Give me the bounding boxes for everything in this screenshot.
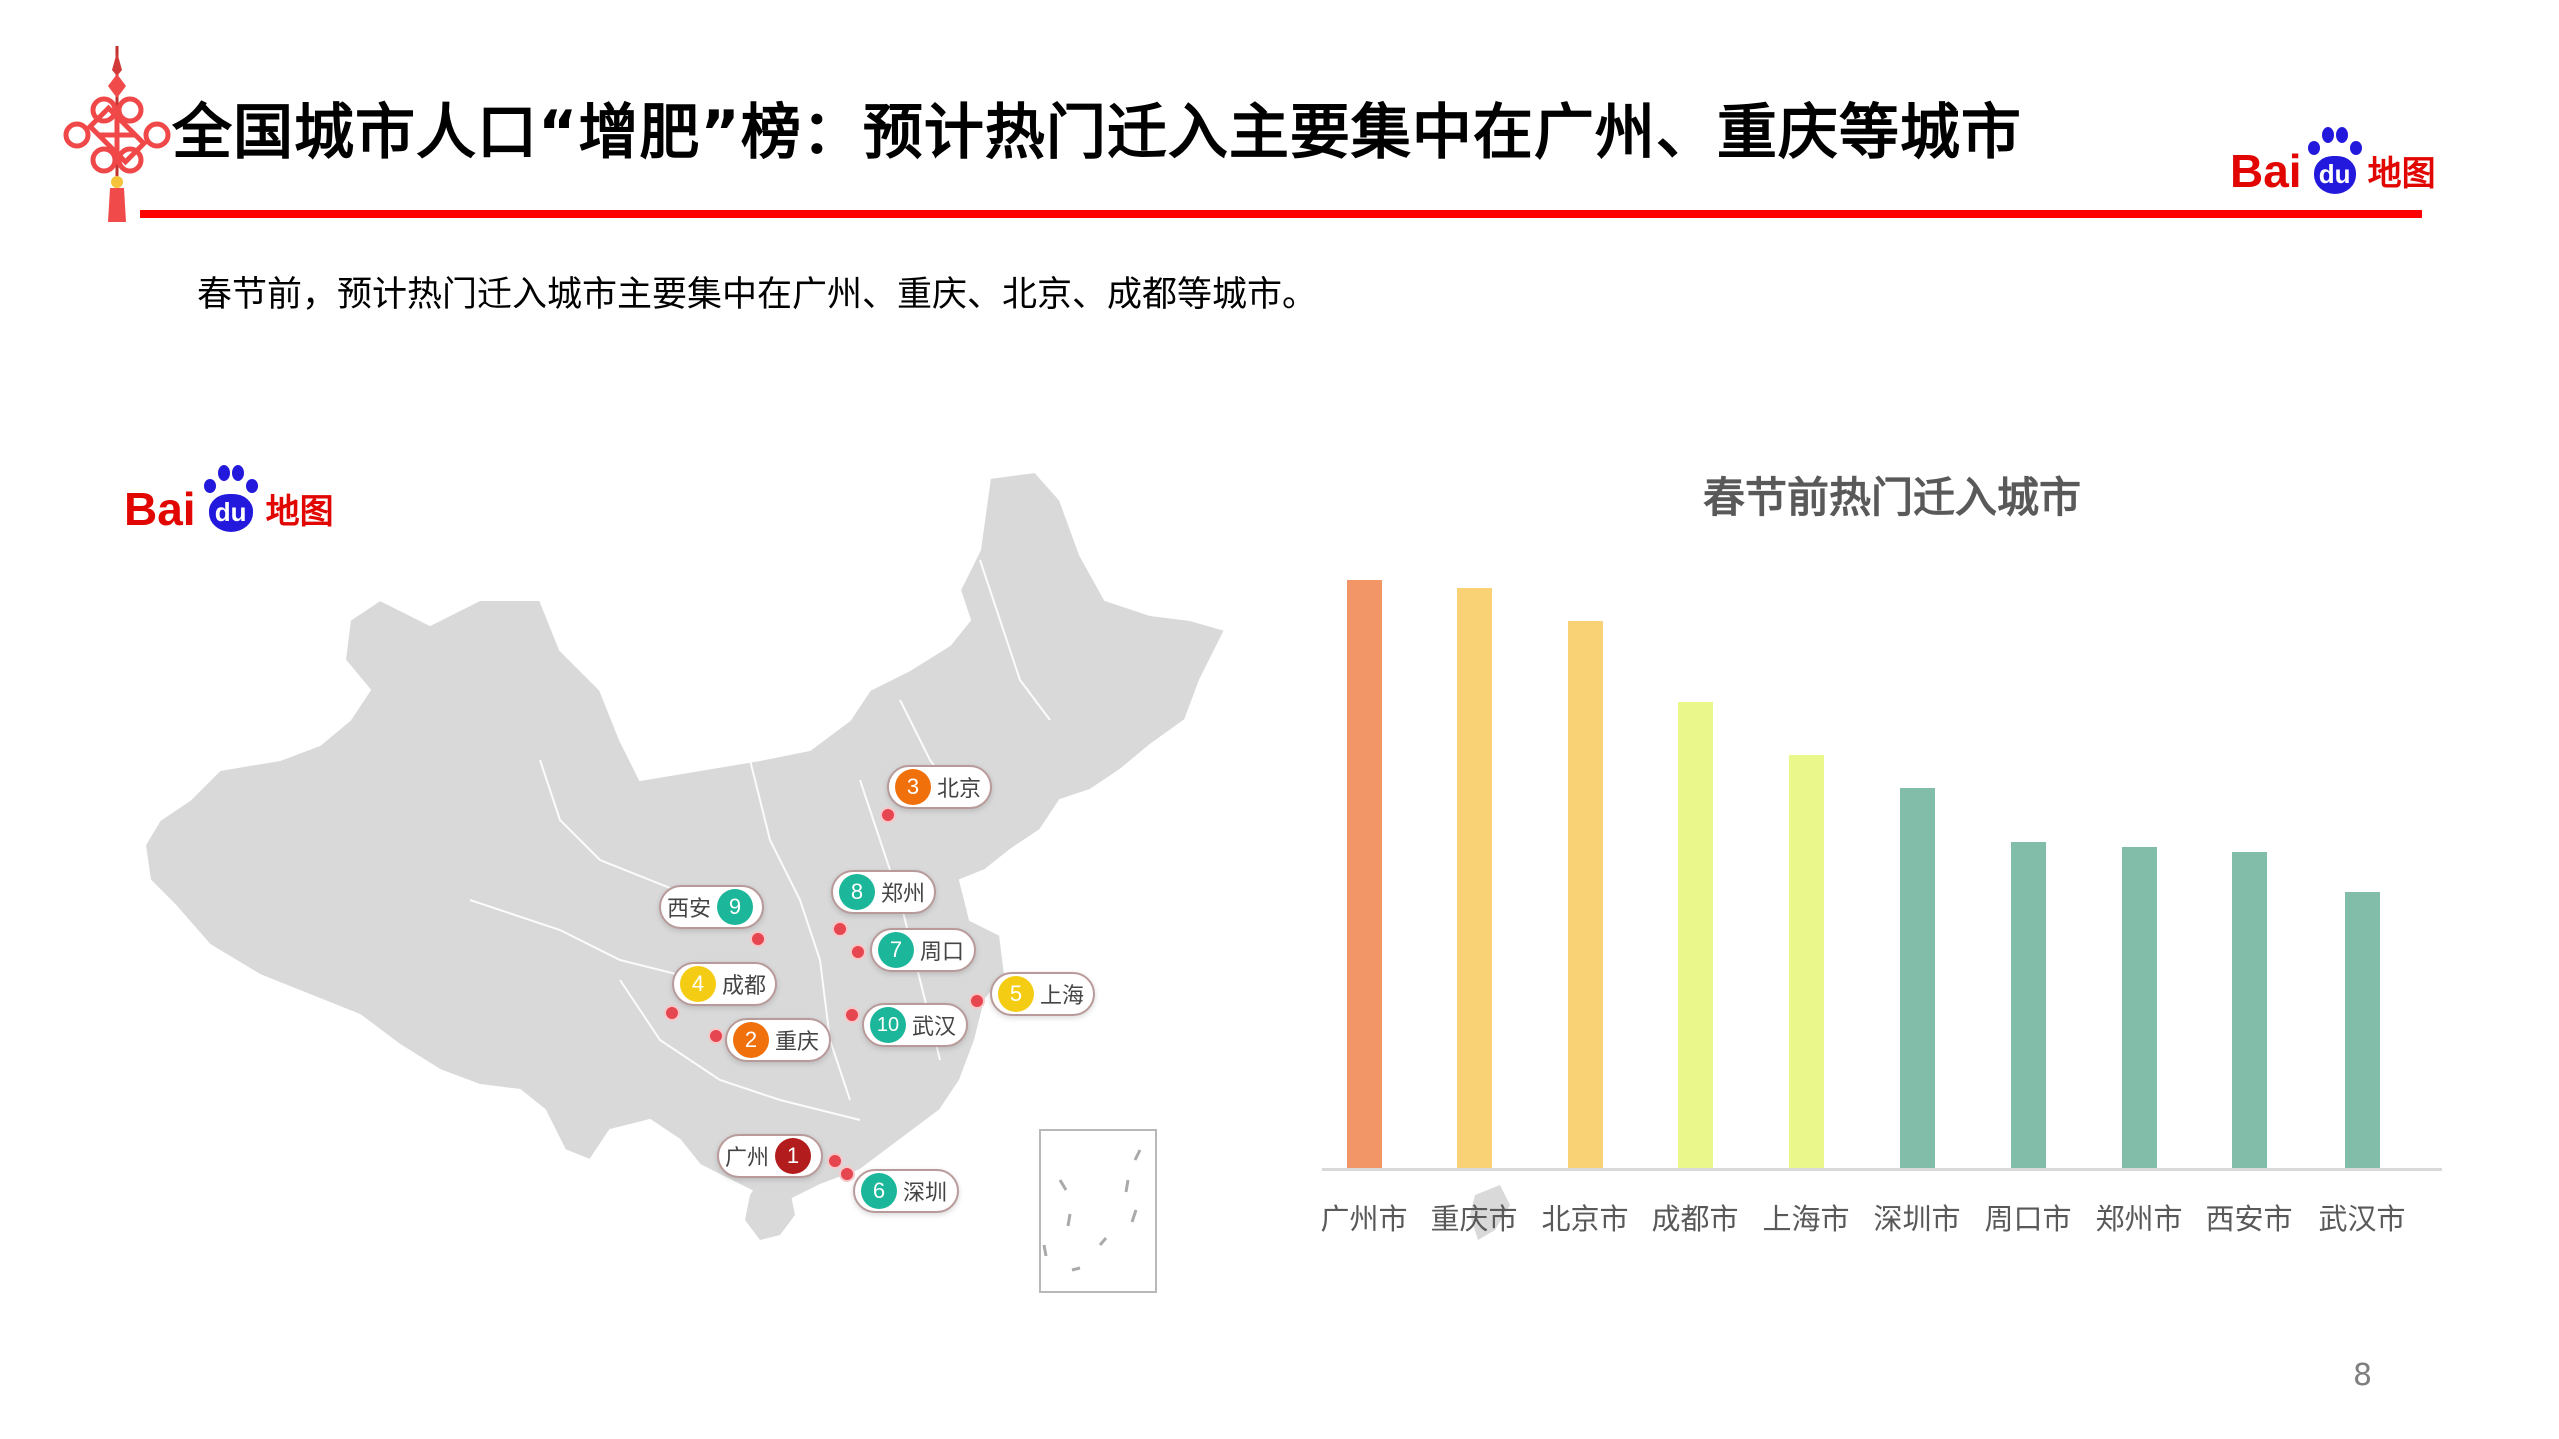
map-dot-chengdu[interactable] — [664, 1005, 680, 1021]
map-dot-chongqing[interactable] — [708, 1028, 724, 1044]
rank-badge: 10 — [870, 1007, 906, 1043]
city-name: 广州 — [725, 1146, 770, 1171]
rank-badge: 7 — [878, 932, 914, 968]
x-axis-line — [1322, 1168, 2442, 1171]
rank-badge: 8 — [839, 874, 875, 910]
bar[interactable] — [1900, 788, 1935, 1169]
rank-badge: 3 — [895, 769, 931, 805]
bar[interactable] — [2345, 892, 2380, 1169]
map-dot-guangzhou[interactable] — [827, 1153, 843, 1169]
map-label-beijing[interactable]: 3 北京 — [887, 765, 992, 809]
rank-badge: 5 — [998, 976, 1034, 1012]
map-label-chongqing[interactable]: 2 重庆 — [725, 1018, 831, 1062]
city-name: 武汉 — [912, 1015, 957, 1040]
logo-bai-text: Bai — [124, 483, 196, 535]
x-axis-label: 上海市 — [1762, 1202, 1850, 1236]
map-dot-beijing[interactable] — [880, 807, 896, 823]
paw-icon: du — [200, 464, 262, 534]
map-dot-wuhan[interactable] — [844, 1007, 860, 1023]
rank-badge: 9 — [717, 889, 754, 925]
page-title: 全国城市人口“增肥”榜：预计热门迁入主要集中在广州、重庆等城市 — [172, 98, 2022, 168]
x-axis-label: 郑州市 — [2095, 1202, 2183, 1236]
map-baidu-logo: Bai du 地图 — [124, 462, 334, 534]
map-label-shenzhen[interactable]: 6 深圳 — [853, 1169, 959, 1213]
map-label-xian[interactable]: 西安 9 — [659, 885, 764, 929]
bar-chart: 广州市 重庆市 北京市 成都市 上海市 深圳市 周口市 郑州市 西安市 武汉市 — [1320, 520, 2442, 1240]
bar[interactable] — [1347, 580, 1382, 1169]
map-label-guangzhou[interactable]: 广州 1 — [717, 1134, 823, 1178]
bar-series — [1322, 520, 2442, 1169]
map-dot-xian[interactable] — [750, 931, 766, 947]
map-dot-zhoukou[interactable] — [850, 944, 866, 960]
bar[interactable] — [1678, 702, 1713, 1169]
bar[interactable] — [1568, 621, 1603, 1169]
bar[interactable] — [2011, 842, 2046, 1169]
chart-title: 春节前热门迁入城市 — [1703, 473, 2082, 522]
summary-text: 春节前，预计热门迁入城市主要集中在广州、重庆、北京、成都等城市。 — [197, 275, 1318, 315]
baidu-map-logo: Bai du 地图 — [2230, 124, 2436, 196]
logo-ditu-text: 地图 — [2367, 154, 2436, 194]
rank-badge: 6 — [861, 1173, 897, 1209]
x-axis-label: 西安市 — [2205, 1202, 2293, 1236]
logo-du-text: du — [2313, 156, 2356, 194]
map-dot-zhengzhou[interactable] — [832, 921, 848, 937]
city-name: 上海 — [1040, 984, 1085, 1009]
map-label-wuhan[interactable]: 10 武汉 — [862, 1003, 968, 1047]
logo-du-text: du — [208, 494, 253, 532]
map-dot-shenzhen[interactable] — [839, 1166, 855, 1182]
rank-badge: 4 — [680, 966, 716, 1002]
map-label-zhoukou[interactable]: 7 周口 — [870, 928, 976, 972]
city-name: 深圳 — [903, 1181, 948, 1206]
x-axis-label: 周口市 — [1984, 1202, 2072, 1236]
chinese-knot-icon — [63, 46, 171, 222]
x-axis-label: 广州市 — [1320, 1202, 1408, 1236]
paw-icon: du — [2306, 126, 2364, 196]
city-name: 成都 — [722, 974, 767, 999]
rank-badge: 1 — [775, 1138, 812, 1174]
title-underline — [140, 210, 2422, 218]
bar[interactable] — [1457, 588, 1492, 1169]
x-axis-label: 武汉市 — [2318, 1202, 2406, 1236]
x-axis-label: 成都市 — [1651, 1202, 1739, 1236]
city-name: 郑州 — [881, 882, 926, 907]
map-label-shanghai[interactable]: 5 上海 — [990, 972, 1095, 1016]
x-axis-label: 北京市 — [1541, 1202, 1629, 1236]
logo-ditu-text: 地图 — [265, 492, 334, 532]
map-label-chengdu[interactable]: 4 成都 — [672, 962, 777, 1006]
rank-badge: 2 — [733, 1022, 769, 1058]
map-label-zhengzhou[interactable]: 8 郑州 — [831, 870, 936, 914]
city-name: 重庆 — [775, 1030, 820, 1055]
x-axis-label: 深圳市 — [1873, 1202, 1961, 1236]
bar[interactable] — [2122, 847, 2157, 1169]
bar[interactable] — [1789, 755, 1824, 1169]
page-number: 8 — [2353, 1358, 2373, 1393]
bar[interactable] — [2232, 852, 2267, 1169]
city-name: 西安 — [667, 897, 712, 922]
map-dot-shanghai[interactable] — [969, 993, 985, 1009]
logo-bai-text: Bai — [2230, 145, 2302, 197]
x-axis-label: 重庆市 — [1430, 1202, 1518, 1236]
city-name: 北京 — [937, 777, 982, 802]
city-name: 周口 — [920, 940, 965, 965]
